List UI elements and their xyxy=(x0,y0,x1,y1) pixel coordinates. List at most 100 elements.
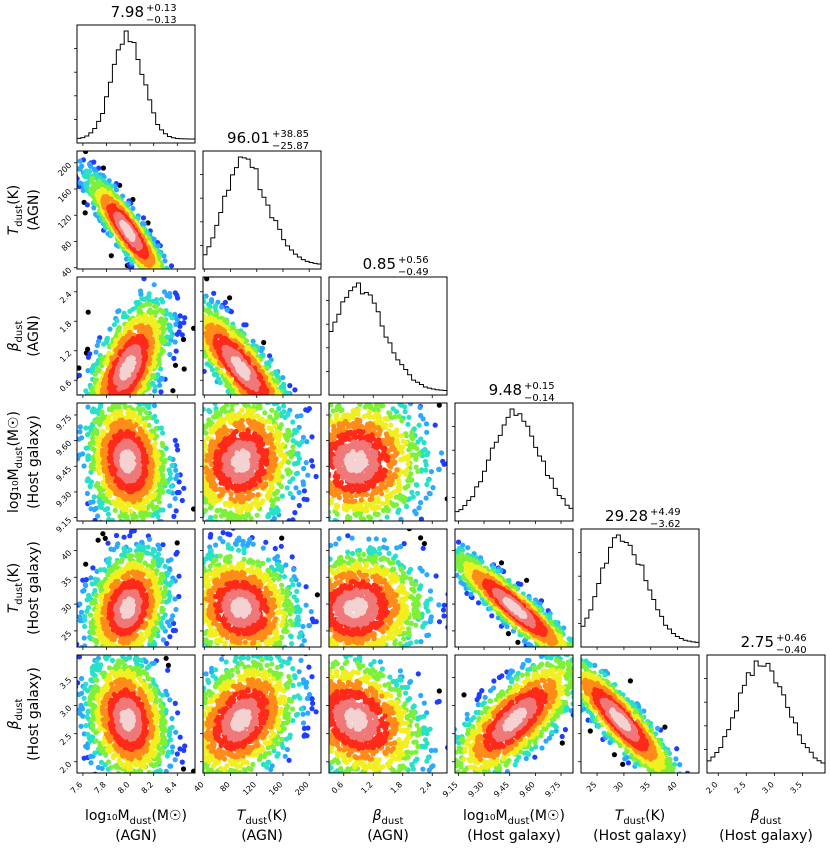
sample-point xyxy=(158,366,163,371)
sample-point xyxy=(276,395,281,400)
sample-point xyxy=(173,438,178,443)
sample-point xyxy=(58,377,63,382)
sample-point xyxy=(161,283,166,288)
sample-point xyxy=(97,396,102,401)
sample-point xyxy=(180,280,185,285)
sample-point xyxy=(111,499,116,504)
sample-point xyxy=(128,509,133,514)
sample-point xyxy=(99,398,104,403)
y-tick-label: 2.4 xyxy=(58,290,73,305)
hist-panel-tdust_agn: 96.01+38.85−25.87 xyxy=(200,129,321,272)
sample-point xyxy=(152,271,157,276)
sample-point xyxy=(155,271,160,276)
sample-point xyxy=(188,314,193,319)
histogram-mdust_agn xyxy=(77,31,195,143)
sample-point xyxy=(170,282,175,287)
panel-title-tdust_agn: 96.01+38.85−25.87 xyxy=(227,129,309,152)
sample-point xyxy=(93,396,98,401)
sample-point xyxy=(101,165,106,170)
sample-point xyxy=(163,270,168,275)
sample-point xyxy=(170,282,175,287)
sample-point xyxy=(310,447,315,452)
sample-point xyxy=(110,521,115,526)
sample-point xyxy=(118,396,123,401)
title-plus: +0.56 xyxy=(398,255,429,266)
sample-point xyxy=(93,372,98,377)
sample-point xyxy=(109,523,114,528)
sample-point xyxy=(79,164,84,169)
sample-point xyxy=(104,397,109,402)
sample-point xyxy=(78,413,83,418)
sample-point xyxy=(148,274,153,279)
sample-point xyxy=(152,403,157,408)
sample-point xyxy=(160,278,165,283)
sample-point xyxy=(131,271,136,276)
sample-point xyxy=(173,322,178,327)
sample-point xyxy=(152,273,157,278)
sample-point xyxy=(91,499,96,504)
sample-point xyxy=(150,273,155,278)
sample-point xyxy=(227,295,232,300)
sample-point xyxy=(180,498,185,503)
sample-point xyxy=(148,270,153,275)
sample-point xyxy=(292,407,297,412)
sample-point xyxy=(104,549,109,554)
sample-point xyxy=(179,302,184,307)
sample-point xyxy=(130,206,135,211)
sample-point xyxy=(156,280,161,285)
sample-point xyxy=(181,320,186,325)
y-tick-label: 160 xyxy=(56,187,73,204)
histogram-beta_agn xyxy=(329,283,447,395)
sample-point xyxy=(171,283,176,288)
sample-point xyxy=(245,397,250,402)
sample-point xyxy=(79,435,84,440)
sample-point xyxy=(267,396,272,401)
sample-point xyxy=(101,396,106,401)
sample-point xyxy=(174,280,179,285)
sample-point xyxy=(194,293,199,298)
sample-point xyxy=(301,421,306,426)
sample-point xyxy=(197,365,202,370)
sample-point xyxy=(161,270,166,275)
sample-point xyxy=(154,419,159,424)
sample-point xyxy=(173,303,178,308)
sample-point xyxy=(198,273,203,278)
sample-point xyxy=(142,401,147,406)
sample-point xyxy=(175,332,180,337)
sample-point xyxy=(92,396,97,401)
sample-point xyxy=(225,307,230,312)
sample-point xyxy=(154,288,159,293)
sample-point xyxy=(92,494,97,499)
sample-point xyxy=(154,275,159,280)
y-tick-label: 80 xyxy=(60,240,74,254)
sample-point xyxy=(141,215,146,220)
sample-point xyxy=(101,396,106,401)
sample-point xyxy=(146,283,151,288)
sample-point xyxy=(130,398,135,403)
sample-point xyxy=(125,397,130,402)
sample-point xyxy=(171,272,176,277)
y-tick-label: 120 xyxy=(56,213,73,230)
sample-point xyxy=(169,278,174,283)
sample-point xyxy=(70,488,75,493)
sample-point xyxy=(185,341,190,346)
sample-point xyxy=(169,263,174,268)
sample-point xyxy=(83,210,88,215)
title-minus: −25.87 xyxy=(272,141,309,152)
sample-point xyxy=(145,280,150,285)
sample-point xyxy=(166,273,171,278)
title-value: 7.98 xyxy=(111,3,144,21)
sample-point xyxy=(152,304,157,309)
sample-point xyxy=(257,396,262,401)
sample-point xyxy=(147,302,152,307)
sample-point xyxy=(147,272,152,277)
sample-point xyxy=(267,397,272,402)
sample-point xyxy=(271,397,276,402)
sample-point xyxy=(163,276,168,281)
sample-point xyxy=(93,518,98,523)
sample-point xyxy=(186,321,191,326)
sample-point xyxy=(101,396,106,401)
sample-point xyxy=(195,305,200,310)
sample-point xyxy=(198,332,203,337)
sample-point xyxy=(152,282,157,287)
